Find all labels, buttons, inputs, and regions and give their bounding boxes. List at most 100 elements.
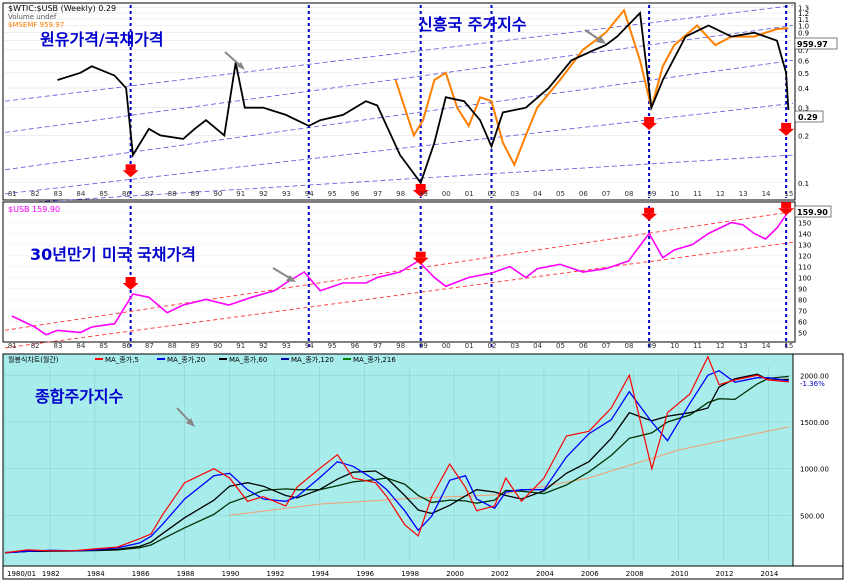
- panel2-y-tick-label: 70: [798, 308, 807, 316]
- panel1-marker-head: [641, 122, 658, 130]
- panel1-y-tick-label: 1.2: [798, 10, 809, 18]
- panel2-y-tick-label: 110: [798, 264, 811, 272]
- panel2-x-tick-label: 89: [191, 342, 200, 350]
- panel1-x-tick-label: 14: [762, 190, 771, 198]
- panel3-axis-area: [792, 353, 844, 567]
- panel2-x-tick-label: 92: [259, 342, 268, 350]
- series-kospi-line: [4, 355, 789, 554]
- panel1-x-tick-label: 00: [442, 190, 451, 198]
- panel2-x-tick-label: 96: [350, 342, 359, 350]
- panel3-y-tick-label: 1500.00: [800, 419, 829, 427]
- panel1-marker-head: [122, 170, 139, 178]
- panel2-x-tick-label: 00: [442, 342, 451, 350]
- panel1-marker-head: [412, 189, 429, 197]
- panel1-channel-line: [4, 154, 794, 205]
- panel1-x-tick-label: 05: [556, 190, 565, 198]
- panel2-x-tick-label: 85: [99, 342, 108, 350]
- series-msemf-line: [394, 8, 789, 168]
- panel2-marker-head: [412, 257, 429, 265]
- panel3-x-ticks: 1980/01 1982 1984 1986 1988 1990 1992 1994 1996 1…: [7, 570, 779, 578]
- panel2-x-tick-label: 10: [670, 342, 679, 350]
- panel1-x-tick-label: 82: [31, 190, 40, 198]
- series-wtic-usb-line: [57, 11, 790, 185]
- panel3-x-tick-label: 1994: [311, 570, 329, 578]
- panel1-marker-body: [125, 164, 136, 171]
- panel1-y-tick-label: 1.3: [798, 5, 809, 13]
- panel1-x-tick-label: 03: [510, 190, 519, 198]
- panel3-x-tick-label: 1984: [87, 570, 105, 578]
- panel2-marker-head: [778, 208, 795, 216]
- panel2-header: $USB 159.90: [8, 205, 60, 214]
- panel1-x-tick-label: 01: [465, 190, 474, 198]
- panel3-header: 월봉식차트(월간): [8, 355, 59, 364]
- panel2-markers: [122, 202, 795, 290]
- panel2-marker-head: [641, 213, 658, 221]
- panel1-y-tick-label: 0.1: [798, 180, 809, 188]
- ratio-value-label: 0.29: [798, 113, 818, 122]
- panel1-x-tick-label: 90: [213, 190, 222, 198]
- panel2-x-tick-label: 87: [145, 342, 154, 350]
- panel2-y-tick-label: 60: [798, 319, 807, 327]
- panel1-x-tick-label: 86: [122, 190, 131, 198]
- panel1-x-tick-label: 93: [282, 190, 291, 198]
- panel1-x-tick-label: 08: [625, 190, 634, 198]
- annotation-kospi: 종합주가지수: [35, 387, 124, 406]
- panel1-channel-line: [4, 59, 794, 171]
- pointer-arrow-oil-head: [236, 62, 245, 70]
- panel1-marker-head: [778, 128, 795, 136]
- panel2-x-tick-label: 07: [602, 342, 611, 350]
- panel1-x-tick-label: 91: [236, 190, 245, 198]
- panel3-legend-label: MA_종가,60: [229, 355, 267, 364]
- panel1-x-tick-label: 95: [328, 190, 337, 198]
- panel2-x-tick-label: 95: [328, 342, 337, 350]
- panel1-marker-body: [781, 122, 792, 129]
- panel2-y-ticks: 1601501401301201101009080706050: [798, 209, 811, 338]
- panel1-x-tick-label: 85: [99, 190, 108, 198]
- panel1-x-tick-label: 04: [533, 190, 542, 198]
- panel2-y-tick-label: 150: [798, 220, 811, 228]
- panel2-x-tick-label: 05: [556, 342, 565, 350]
- panel1-x-tick-label: 92: [259, 190, 268, 198]
- panel2-dashed-verticals: [129, 206, 788, 350]
- panel2-x-tick-label: 88: [168, 342, 177, 350]
- panel1-x-tick-label: 13: [739, 190, 748, 198]
- panel1-header-2: Volume undef: [8, 13, 57, 21]
- panel2-y-tick-label: 140: [798, 231, 811, 239]
- panel1-x-tick-label: 02: [488, 190, 497, 198]
- panel3-x-tick-label: 1988: [177, 570, 195, 578]
- panel1-channel-lines: [4, 5, 794, 205]
- pointer-arrow-kospi-head: [186, 418, 195, 427]
- panel2-x-tick-label: 97: [373, 342, 382, 350]
- panel1-y-ticks: 1.31.21.11.00.90.80.70.60.50.40.30.20.1: [798, 5, 810, 188]
- panel1-x-tick-label: 98: [396, 190, 405, 198]
- panel3-x-tick-label: 1992: [266, 570, 284, 578]
- panel3-x-tick-label: 2012: [716, 570, 734, 578]
- panel2-x-tick-label: 04: [533, 342, 542, 350]
- panel2-grid: [5, 211, 793, 333]
- panel2-x-tick-label: 91: [236, 342, 245, 350]
- panel1-x-tick-label: 06: [579, 190, 588, 198]
- panel1-x-tick-label: 12: [716, 190, 725, 198]
- panel1-y-tick-label: 0.2: [798, 132, 809, 140]
- panel1-x-tick-label: 94: [305, 190, 314, 198]
- panel2-x-tick-label: 98: [396, 342, 405, 350]
- panel1-x-tick-label: 89: [191, 190, 200, 198]
- panel3-x-tick-label: 2014: [761, 570, 779, 578]
- panel1-y-tick-label: 1.1: [798, 16, 809, 24]
- panel1-header-3: $MSEMF 959.97: [8, 21, 64, 29]
- panel1-y-tick-label: 0.3: [798, 105, 809, 113]
- panel1-y-tick-label: 0.5: [798, 70, 809, 78]
- pointer-arrow-bond-head: [286, 275, 296, 282]
- panel2-series: [11, 211, 790, 336]
- panel2-x-tick-label: 03: [510, 342, 519, 350]
- panel2-marker-body: [415, 251, 426, 258]
- panel2-x-tick-label: 08: [625, 342, 634, 350]
- panel2-marker-head: [122, 283, 139, 290]
- annotation-us-bond: 30년만기 미국 국채가격: [30, 245, 196, 264]
- panel1-y-tick-label: 1.0: [798, 22, 809, 30]
- panel2-x-tick-label: 90: [213, 342, 222, 350]
- panel1-x-tick-label: 83: [54, 190, 63, 198]
- panel3-x-tick-label: 2006: [581, 570, 599, 578]
- panel2-x-tick-label: 83: [54, 342, 63, 350]
